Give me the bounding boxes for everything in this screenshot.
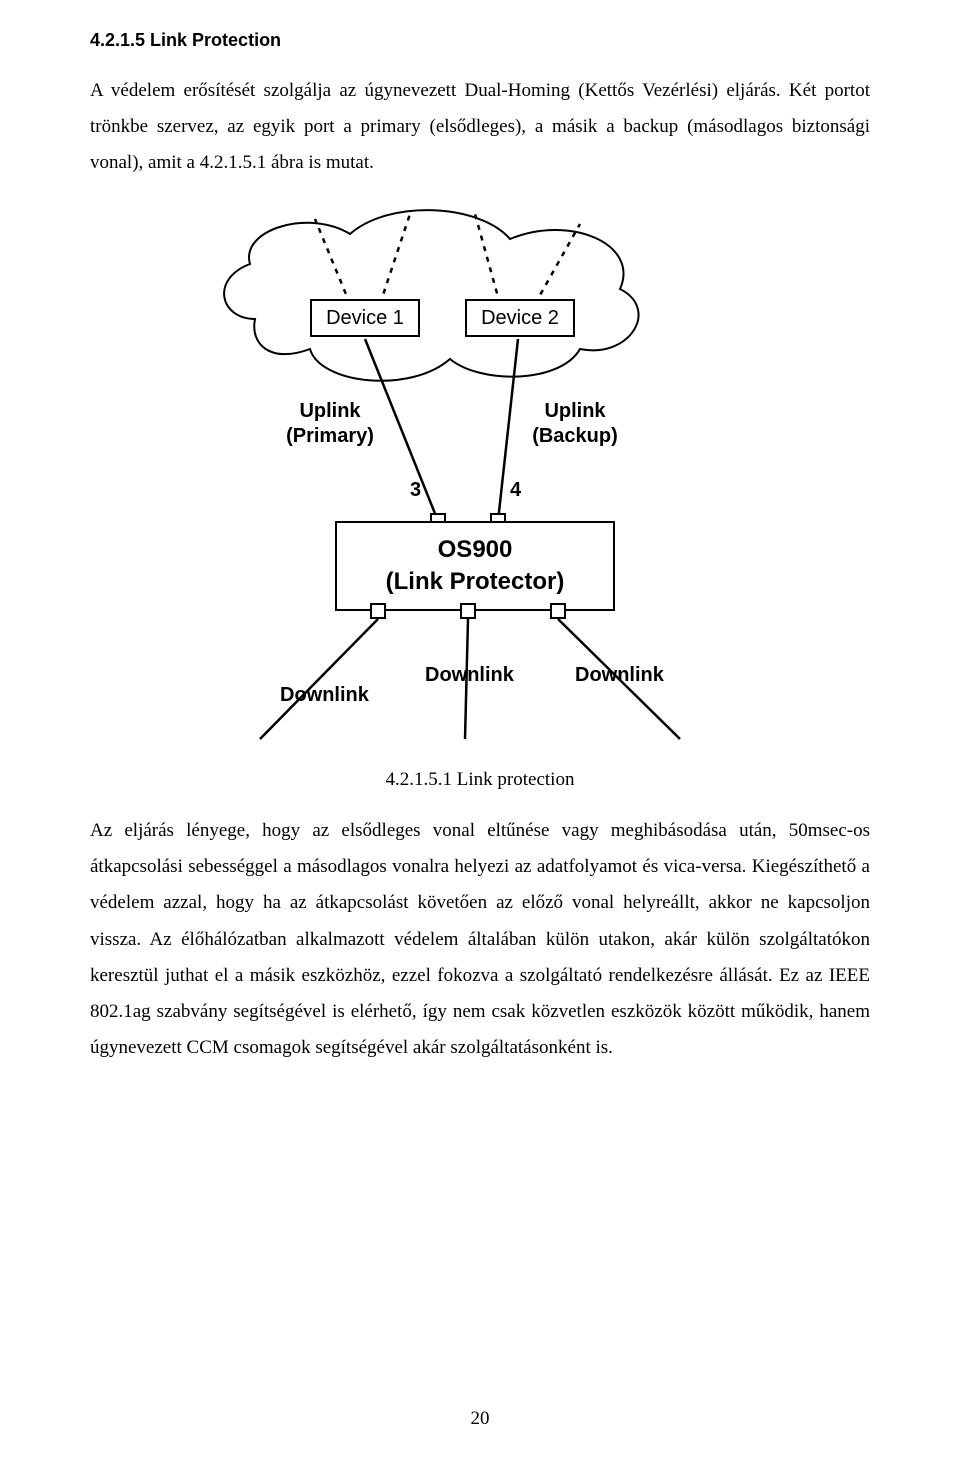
downlink-label-2: Downlink xyxy=(425,664,514,687)
port-3-label: 3 xyxy=(410,479,421,502)
link-protection-diagram: Device 1 Device 2 Uplink (Primary) Uplin… xyxy=(200,199,760,759)
downlink-port-3 xyxy=(550,603,566,619)
section-heading: 4.2.1.5 Link Protection xyxy=(90,30,870,51)
device-1-box: Device 1 xyxy=(310,299,420,337)
device-2-box: Device 2 xyxy=(465,299,575,337)
cloud-shape xyxy=(224,210,638,381)
downlink-line-1 xyxy=(260,619,378,739)
page-number: 20 xyxy=(0,1408,960,1430)
downlink-port-2 xyxy=(460,603,476,619)
uplink-backup-l1: Uplink xyxy=(544,400,605,422)
uplink-backup-l2: (Backup) xyxy=(532,425,618,447)
uplink-primary-label: Uplink (Primary) xyxy=(275,399,385,449)
os900-box: OS900 (Link Protector) xyxy=(335,521,615,611)
downlink-port-1 xyxy=(370,603,386,619)
downlink-label-3: Downlink xyxy=(575,664,664,687)
uplink-primary-l1: Uplink xyxy=(299,400,360,422)
uplink-primary-l2: (Primary) xyxy=(286,425,374,447)
os900-l1: OS900 xyxy=(438,536,513,563)
body-paragraph: Az eljárás lényege, hogy az elsődleges v… xyxy=(90,813,870,1066)
figure-caption: 4.2.1.5.1 Link protection xyxy=(90,769,870,791)
intro-paragraph: A védelem erősítését szolgálja az úgynev… xyxy=(90,73,870,181)
port-4-label: 4 xyxy=(510,479,521,502)
os900-l2: (Link Protector) xyxy=(386,568,565,595)
uplink-backup-label: Uplink (Backup) xyxy=(520,399,630,449)
downlink-label-1: Downlink xyxy=(280,684,369,707)
figure-container: Device 1 Device 2 Uplink (Primary) Uplin… xyxy=(90,199,870,759)
